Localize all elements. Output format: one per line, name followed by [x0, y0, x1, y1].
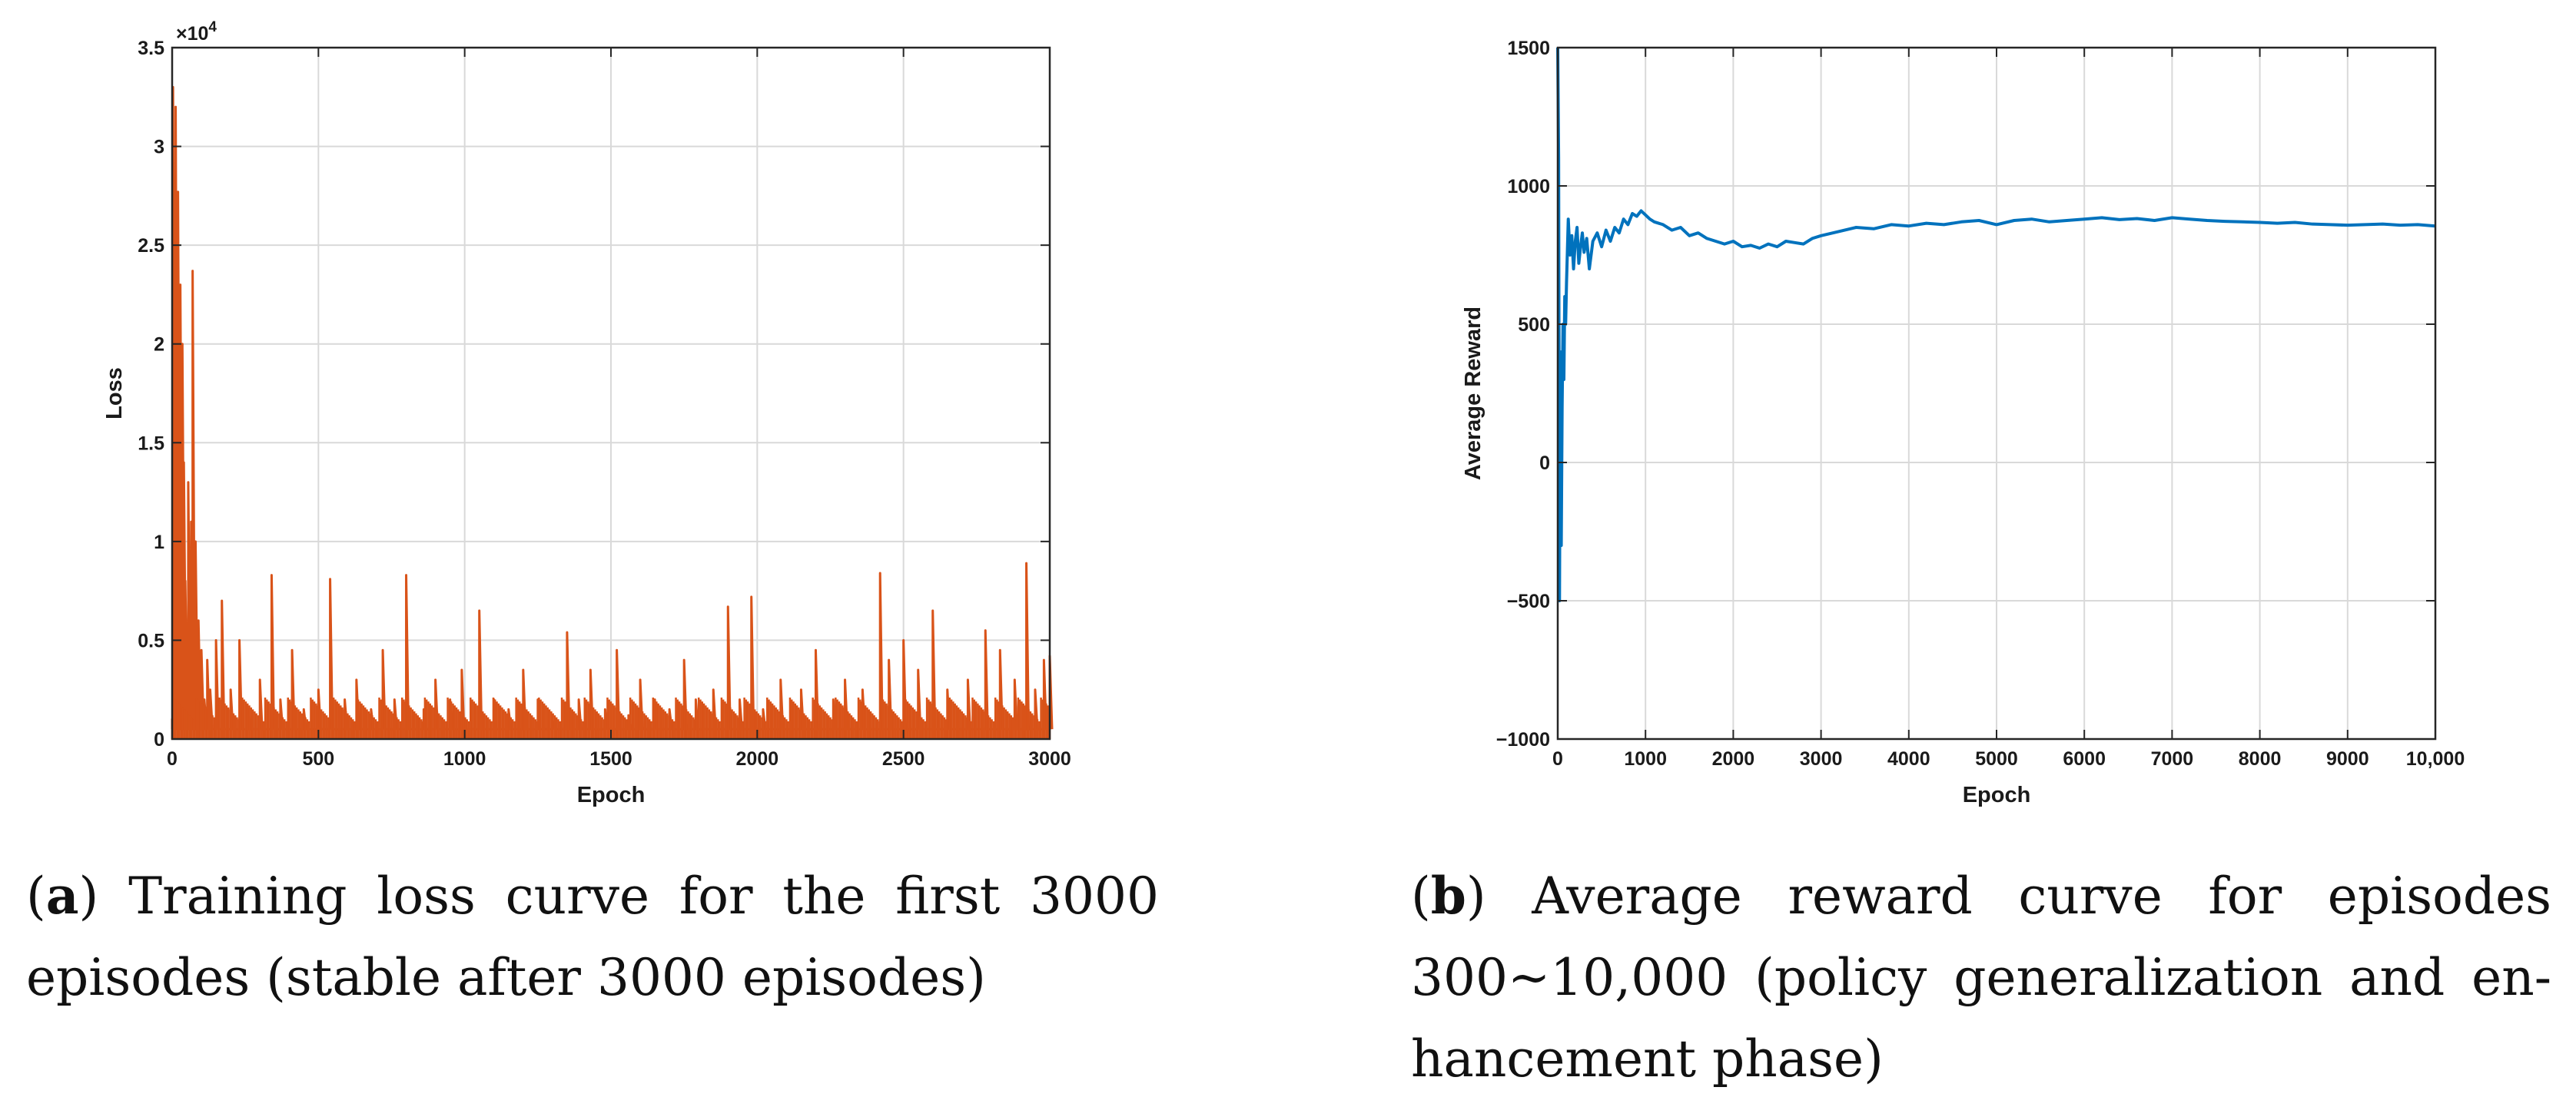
- x-tick-label: 0: [1552, 748, 1563, 770]
- chart-b-ticks: 0 1000 2000 3000 4000 5000 6000 7000 8000 9000 10,…: [1496, 38, 2465, 770]
- x-tick-label: 2000: [1712, 748, 1755, 770]
- x-tick-label: 8000: [2239, 748, 2282, 770]
- x-tick-label: 1000: [443, 748, 486, 770]
- chart-b-ylabel: Average Reward: [1461, 307, 1486, 480]
- x-tick-label: 6000: [2063, 748, 2106, 770]
- chart-a: 0 500 1000 1500 2000 2500 3000 0 0.5 1 1.5 2 2.5 3 3.5…: [102, 19, 1071, 807]
- caption-b-line1-text: ) Average reward curve for episodes: [1466, 867, 2551, 926]
- x-tick-label: 0: [167, 748, 178, 770]
- chart-b-xlabel: Epoch: [1963, 783, 2031, 807]
- caption-a-line2: episodes (stable after 3000 episodes): [26, 948, 986, 1007]
- x-tick-label: 10,000: [2406, 748, 2465, 770]
- y-tick-label: 3: [154, 137, 164, 158]
- chart-b-reward-line: [1556, 47, 2436, 602]
- y-tick-label: 2: [154, 334, 164, 356]
- x-tick-label: 7000: [2151, 748, 2194, 770]
- y-tick-label: 1000: [1507, 176, 1550, 197]
- x-tick-label: 3000: [1028, 748, 1071, 770]
- caption-b: (b) Average reward curve for episodes 30…: [1411, 855, 2551, 1100]
- y-tick-label: 0: [154, 729, 164, 751]
- x-tick-label: 3000: [1800, 748, 1843, 770]
- caption-b-line1: (b) Average reward curve for episodes: [1411, 866, 2551, 926]
- x-tick-label: 1500: [589, 748, 632, 770]
- y-tick-label: 3.5: [138, 38, 164, 59]
- chart-b-grid: [1558, 48, 2435, 739]
- chart-a-grid: [172, 48, 1050, 739]
- x-tick-label: 1000: [1624, 748, 1667, 770]
- chart-a-ylabel: Loss: [102, 367, 127, 419]
- x-tick-label: 4000: [1887, 748, 1930, 770]
- caption-a: (a) Training loss curve for the first 30…: [26, 855, 1159, 1019]
- chart-b: 0 1000 2000 3000 4000 5000 6000 7000 8000 9000 10,…: [1461, 38, 2465, 807]
- x-tick-label: 2000: [736, 748, 779, 770]
- caption-a-letter: a: [45, 866, 79, 926]
- y-tick-label: −1000: [1496, 729, 1550, 751]
- y-tick-label: 500: [1518, 314, 1550, 336]
- y-tick-label: 1: [154, 532, 164, 553]
- chart-a-xlabel: Epoch: [577, 783, 646, 807]
- caption-b-line2: 300~10,000 (policy generalization and en…: [1411, 948, 2551, 1007]
- y-tick-label: 0.5: [138, 630, 164, 651]
- y-tick-label: 1.5: [138, 433, 164, 454]
- caption-a-line1-text: ) Training loss curve for the first 3000: [78, 867, 1159, 926]
- x-tick-label: 2500: [882, 748, 925, 770]
- chart-a-multiplier: ×104: [176, 19, 217, 45]
- x-tick-label: 5000: [1975, 748, 2018, 770]
- chart-a-loss-spikes: [171, 698, 1051, 739]
- y-tick-label: 2.5: [138, 235, 164, 257]
- caption-a-line1: (a) Training loss curve for the first 30…: [26, 866, 1159, 926]
- y-tick-label: 1500: [1507, 38, 1550, 59]
- caption-b-line3: hancement phase): [1411, 1029, 1884, 1089]
- caption-b-letter: b: [1430, 866, 1466, 926]
- x-tick-label: 9000: [2326, 748, 2369, 770]
- chart-a-ticks: 0 500 1000 1500 2000 2500 3000 0 0.5 1 1.5 2 2.5 3 3.5: [138, 38, 1071, 770]
- y-tick-label: −500: [1507, 591, 1550, 612]
- x-tick-label: 500: [302, 748, 334, 770]
- y-tick-label: 0: [1539, 452, 1550, 474]
